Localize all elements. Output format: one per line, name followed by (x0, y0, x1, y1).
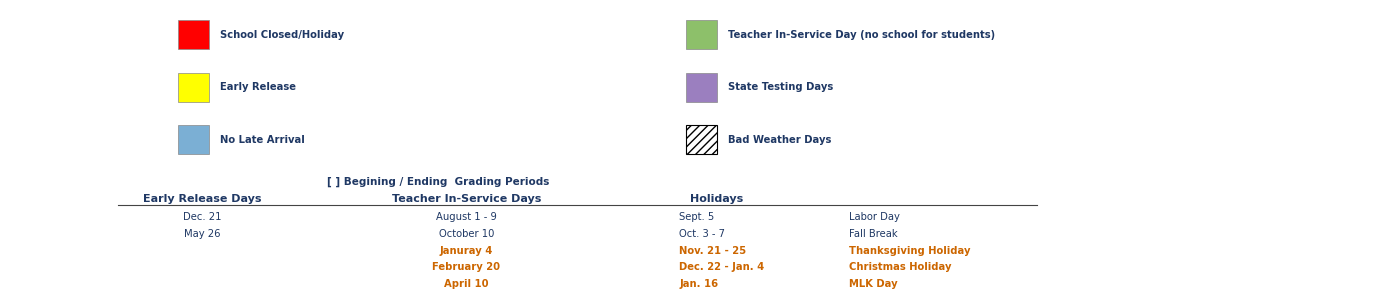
Bar (686, 20, 717, 49)
Text: State Testing Days: State Testing Days (728, 82, 834, 92)
Text: Sept. 5: Sept. 5 (679, 212, 714, 222)
Text: Dec. 21: Dec. 21 (182, 212, 221, 222)
Text: August 1 - 9: August 1 - 9 (436, 212, 497, 222)
Text: Thanksgiving Holiday: Thanksgiving Holiday (849, 246, 970, 255)
Text: No Late Arrival: No Late Arrival (220, 135, 305, 145)
Bar (686, 125, 717, 154)
Text: Jan. 16: Jan. 16 (679, 279, 718, 289)
Bar (178, 20, 209, 49)
Text: MLK Day: MLK Day (849, 279, 898, 289)
Text: February 20: February 20 (433, 262, 500, 272)
Text: Labor Day: Labor Day (849, 212, 901, 222)
Text: School Closed/Holiday: School Closed/Holiday (220, 30, 344, 40)
Text: Christmas Holiday: Christmas Holiday (849, 262, 952, 272)
Text: [ ] Begining / Ending  Grading Periods: [ ] Begining / Ending Grading Periods (327, 177, 550, 187)
Text: Fall Break: Fall Break (849, 229, 898, 239)
Text: May 26: May 26 (184, 229, 220, 239)
Text: Early Release Days: Early Release Days (142, 194, 262, 204)
Bar (178, 73, 209, 102)
Bar (686, 73, 717, 102)
Text: Dec. 22 - Jan. 4: Dec. 22 - Jan. 4 (679, 262, 764, 272)
Text: Teacher In-Service Day (no school for students): Teacher In-Service Day (no school for st… (728, 30, 995, 40)
Text: Early Release: Early Release (220, 82, 296, 92)
Text: Oct. 3 - 7: Oct. 3 - 7 (679, 229, 725, 239)
Bar (178, 125, 209, 154)
Text: Januray 4: Januray 4 (440, 246, 493, 255)
Text: October 10: October 10 (438, 229, 494, 239)
Text: April 10: April 10 (444, 279, 489, 289)
Bar (686, 125, 717, 154)
Text: Teacher In-Service Days: Teacher In-Service Days (391, 194, 541, 204)
Text: Holidays: Holidays (690, 194, 743, 204)
Text: Bad Weather Days: Bad Weather Days (728, 135, 831, 145)
Text: Nov. 21 - 25: Nov. 21 - 25 (679, 246, 746, 255)
